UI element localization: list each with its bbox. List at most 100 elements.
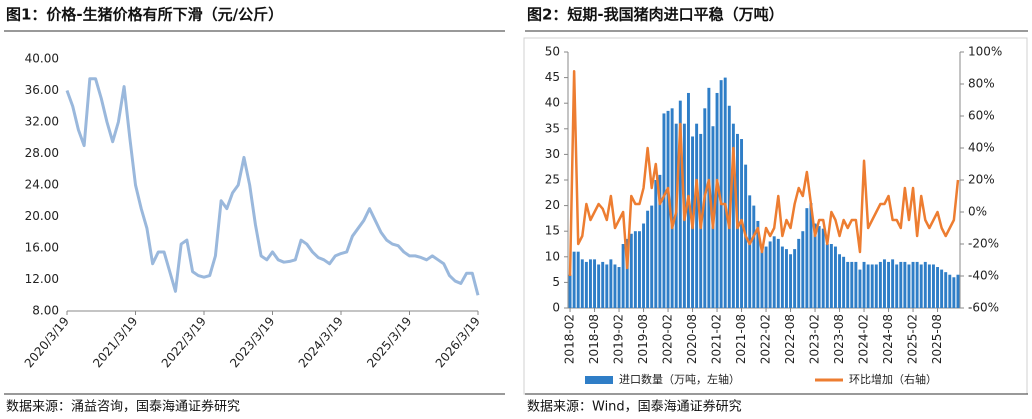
bar	[838, 254, 842, 308]
bar	[715, 92, 719, 309]
y2-tick-label: 100%	[968, 45, 1002, 59]
bar	[927, 264, 931, 308]
x-tick-label: 2025-02	[906, 314, 920, 364]
x-tick-label: 2025-08	[930, 314, 944, 364]
bar	[776, 238, 780, 308]
y2-tick-label: -60%	[968, 301, 999, 315]
bar	[670, 108, 674, 308]
bar	[576, 251, 580, 308]
bar	[899, 261, 903, 308]
bar	[887, 261, 891, 308]
bar	[748, 195, 752, 308]
bar	[821, 228, 825, 308]
y-tick-label: 45	[545, 70, 560, 84]
bar	[801, 231, 805, 308]
bar	[593, 259, 597, 308]
x-tick-label: 2018-02	[563, 314, 577, 364]
bar	[772, 236, 776, 308]
bar	[662, 113, 666, 308]
bar	[695, 123, 699, 309]
y-tick-label: 5	[552, 275, 560, 289]
bar	[572, 251, 576, 308]
bar	[833, 246, 837, 308]
bar	[678, 100, 682, 308]
x-tick-label: 2019-08	[636, 314, 650, 364]
y2-tick-label: 80%	[968, 77, 995, 91]
y-tick-label: 16.00	[25, 241, 59, 255]
x-tick-label: 2023-02	[808, 314, 822, 364]
bar	[817, 226, 821, 308]
bar	[658, 174, 662, 308]
x-tick-label: 2021-02	[710, 314, 724, 364]
bar	[907, 264, 911, 308]
bar	[731, 123, 735, 309]
y-tick-label: 10	[545, 249, 560, 263]
bar	[829, 244, 833, 308]
bar	[613, 264, 617, 308]
x-tick-label: 2022-08	[783, 314, 797, 364]
x-tick-label: 2026/3/19	[433, 314, 483, 370]
y2-tick-label: 20%	[968, 173, 995, 187]
y-tick-label: 0	[552, 301, 560, 315]
x-tick-label: 2021-08	[734, 314, 748, 364]
bar	[874, 264, 878, 308]
bar	[850, 261, 854, 308]
x-tick-label: 2025/3/19	[364, 314, 414, 370]
x-tick-label: 2022/3/19	[159, 314, 209, 370]
x-tick-label: 2023/3/19	[227, 314, 277, 370]
y-tick-label: 40.00	[25, 52, 59, 66]
x-tick-label: 2020-02	[661, 314, 675, 364]
bar	[650, 205, 654, 308]
y-tick-label: 25	[545, 173, 560, 187]
bar	[784, 249, 788, 308]
bar	[805, 208, 809, 308]
bar	[882, 259, 886, 308]
bar	[768, 241, 772, 308]
bar	[780, 246, 784, 308]
x-tick-label: 2023-08	[832, 314, 846, 364]
y2-tick-label: -40%	[968, 269, 999, 283]
y-tick-label: 36.00	[25, 83, 59, 97]
bar	[625, 238, 629, 308]
x-tick-label: 2021/3/19	[90, 314, 140, 370]
bar	[813, 223, 817, 308]
bar	[621, 244, 625, 308]
bar	[707, 87, 711, 308]
y-tick-label: 50	[545, 45, 560, 59]
bar	[617, 267, 621, 308]
bar	[923, 261, 927, 308]
x-tick-label: 2024-02	[857, 314, 871, 364]
legend-label: 进口数量（万吨，左轴）	[619, 372, 740, 386]
y-tick-label: 20.00	[25, 209, 59, 223]
bar	[597, 264, 601, 308]
y-tick-label: 24.00	[25, 178, 59, 192]
y2-tick-label: 0%	[968, 205, 987, 219]
y-tick-label: 32.00	[25, 115, 59, 129]
bar	[895, 264, 899, 308]
y-tick-label: 28.00	[25, 146, 59, 160]
x-tick-label: 2020-08	[685, 314, 699, 364]
bar	[703, 108, 707, 308]
y2-tick-label: 40%	[968, 141, 995, 155]
bar	[809, 203, 813, 308]
bar	[854, 261, 858, 308]
x-tick-label: 2018-08	[587, 314, 601, 364]
bar	[956, 274, 960, 308]
chart-title: 图2：短期-我国猪肉进口平稳（万吨）	[527, 6, 784, 24]
y-tick-label: 15	[545, 224, 560, 238]
bar	[797, 238, 801, 308]
bar	[646, 210, 650, 308]
bar	[862, 261, 866, 308]
bar	[866, 264, 870, 308]
y-tick-label: 30	[545, 147, 560, 161]
y2-tick-label: -20%	[968, 237, 999, 251]
bar	[903, 261, 907, 308]
y-tick-label: 20	[545, 198, 560, 212]
x-tick-label: 2020/3/19	[22, 314, 72, 370]
bar	[915, 261, 919, 308]
bar	[952, 277, 956, 308]
bar	[752, 205, 756, 308]
bar	[723, 77, 727, 308]
y2-tick-label: 60%	[968, 109, 995, 123]
x-tick-label: 2022-02	[759, 314, 773, 364]
